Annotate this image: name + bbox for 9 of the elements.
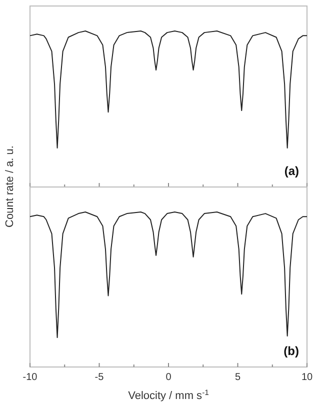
x-tick-label: -5 <box>94 372 104 383</box>
annotation: (a) <box>284 164 299 178</box>
x-tick-label: -10 <box>22 372 38 383</box>
x-tick-label: 5 <box>234 372 241 383</box>
x-axis-title: Velocity / mm s$^{-1}$ <box>128 388 209 402</box>
x-tick-label: 0 <box>166 372 172 383</box>
annotation: (b) <box>284 344 299 358</box>
x-tick-label: 10 <box>301 372 313 383</box>
y-axis-title: Count rate / a. u. <box>4 146 16 228</box>
